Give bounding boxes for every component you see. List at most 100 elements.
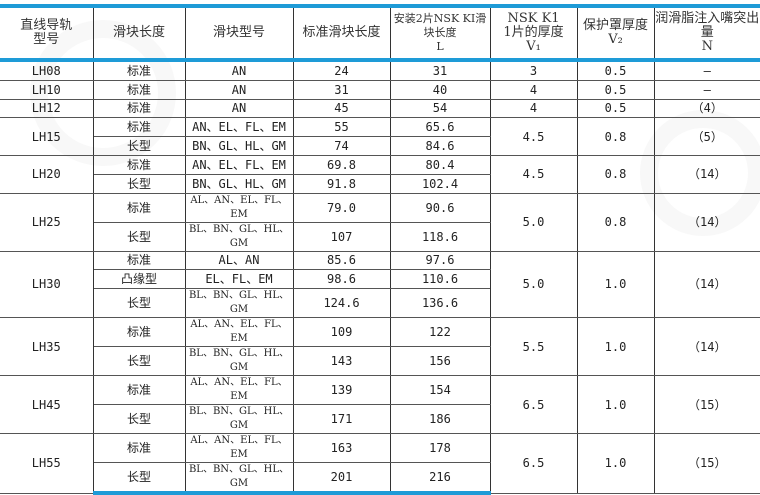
table-row: 长型 BL、BN、GL、HL、GM 107 118.6 <box>0 222 760 252</box>
header-V1-label2: 1片的厚度 <box>503 25 564 40</box>
n-cell: （14） <box>653 193 760 252</box>
table-row: LH35 标准 AL、AN、EL、FL、EM 109 122 5.5 1.0 （14） <box>0 317 760 377</box>
length-L-cell: 80.4 <box>389 155 491 175</box>
v2-cell: 0.8 <box>576 193 655 252</box>
model-cell: AN <box>184 80 294 100</box>
v2-cell: 0.5 <box>576 80 655 100</box>
length-type-cell: 长型 <box>93 346 186 377</box>
length-L-cell: 110.6 <box>389 269 490 290</box>
n-cell: （14） <box>653 251 760 319</box>
table-row: LH25 标准 AL、AN、EL、FL、EM 79.0 90.6 5.0 0.8 （14） <box>0 193 760 252</box>
header-std-length: 标准滑块长度 <box>292 6 391 62</box>
length-L-cell: 40 <box>389 80 491 100</box>
std-length-cell: 143 <box>292 346 391 377</box>
model-cell: AN、EL、FL、EM <box>184 155 294 175</box>
table-row: LH08 标准 AN 24 31 3 0.5– <box>0 60 760 81</box>
std-length-cell: 124.6 <box>292 288 391 319</box>
model-cell: BL、BN、GL、HL、GM <box>184 346 294 377</box>
header-N-symbol: N <box>701 39 713 54</box>
header-L-symbol: L <box>436 40 444 53</box>
model-cell: BL、BN、GL、HL、GM <box>184 288 294 319</box>
header-V2: 保护罩厚度 V₂ <box>576 6 655 62</box>
header-V2-label: 保护罩厚度 <box>582 18 648 33</box>
std-length-cell: 31 <box>292 80 391 100</box>
std-length-cell: 201 <box>292 462 391 495</box>
std-length-cell: 98.6 <box>292 269 391 290</box>
n-cell: （15） <box>653 433 760 494</box>
length-type-cell: 标准 <box>92 60 186 81</box>
length-L-cell: 156 <box>389 346 490 377</box>
model-cell: AL、AN <box>184 251 294 271</box>
table-row: 长型 BL、BN、GL、HL、GM 124.6 136.6 <box>0 288 760 319</box>
v1-cell: 5.0 <box>489 251 578 319</box>
header-row: 直线导轨型号 滑块长度 滑块型号 标准滑块长度 安装2片NSK KI滑块长度 L … <box>0 6 760 62</box>
n-cell: （14） <box>653 317 760 377</box>
model-cell: AL、AN、EL、FL、EM <box>184 433 294 464</box>
std-length-cell: 55 <box>292 117 391 138</box>
header-rail: 直线导轨型号 <box>0 6 94 62</box>
model-cell: BL、BN、GL、HL、GM <box>184 222 294 252</box>
length-type-cell: 长型 <box>93 462 186 495</box>
header-L-label: 安装2片NSK KI滑块长度 <box>393 12 487 39</box>
table-row: LH12 标准 AN 45 54 4 0.5 （4） <box>0 99 760 119</box>
table-row: LH45 标准 AL、AN、EL、FL、EM 139 154 6.5 1.0 （15） <box>0 375 760 435</box>
table-row: LH55 标准 AL、AN、EL、FL、EM 163 178 6.5 1.0 （15） <box>0 433 760 494</box>
model-cell: BL、BN、GL、HL、GM <box>184 462 294 495</box>
length-type-cell: 标准 <box>92 193 186 223</box>
rail-cell: LH35 <box>0 317 94 377</box>
length-type-cell: 长型 <box>93 404 186 435</box>
model-cell: AL、AN、EL、FL、EM <box>184 317 294 348</box>
v1-cell: 4 <box>489 80 578 100</box>
length-L-cell: 54 <box>389 99 491 119</box>
v2-cell: 1.0 <box>576 433 655 494</box>
v1-cell: 4 <box>489 99 578 119</box>
std-length-cell: 109 <box>292 317 391 348</box>
header-length-type: 滑块长度 <box>92 6 186 62</box>
length-L-cell: 31 <box>389 60 491 81</box>
std-length-cell: 163 <box>292 433 391 464</box>
length-type-cell: 标准 <box>92 375 186 406</box>
v2-cell: 1.0 <box>576 317 655 377</box>
model-cell: BL、BN、GL、HL、GM <box>184 404 294 435</box>
header-V1-symbol: V₁ <box>526 39 541 54</box>
length-type-cell: 长型 <box>93 136 186 156</box>
length-type-cell: 标准 <box>92 117 186 138</box>
rail-cell: LH55 <box>0 433 94 494</box>
n-cell: （4） <box>653 99 760 119</box>
n-cell: （14） <box>653 155 760 194</box>
length-L-cell: 90.6 <box>389 193 491 223</box>
length-L-cell: 136.6 <box>389 288 490 319</box>
model-cell: AN <box>184 60 294 81</box>
length-type-cell: 标准 <box>92 317 186 348</box>
v2-cell: 0.5 <box>576 99 655 119</box>
table-row: LH10 标准 AN 31 40 4 0.5– <box>0 80 760 100</box>
v1-cell: 6.5 <box>489 375 578 435</box>
header-N: 润滑脂注入嘴突出量 N <box>653 6 760 62</box>
length-L-cell: 102.4 <box>389 174 490 194</box>
std-length-cell: 74 <box>292 136 391 156</box>
table-row: 长型 BN、GL、HL、GM 74 84.6 <box>0 136 760 156</box>
rail-cell: LH08 <box>0 60 94 81</box>
n-cell: – <box>653 60 760 81</box>
model-cell: AN、EL、FL、EM <box>184 117 294 138</box>
v2-cell: 0.8 <box>576 155 655 194</box>
length-L-cell: 65.6 <box>389 117 491 138</box>
model-cell: BN、GL、HL、GM <box>184 136 294 156</box>
length-type-cell: 标准 <box>92 155 186 175</box>
length-L-cell: 122 <box>389 317 491 348</box>
std-length-cell: 45 <box>292 99 391 119</box>
length-type-cell: 标准 <box>92 251 186 271</box>
table-row: 长型 BL、BN、GL、HL、GM 143 156 <box>0 346 760 377</box>
length-L-cell: 186 <box>389 404 490 435</box>
model-cell: EL、FL、EM <box>184 269 294 290</box>
std-length-cell: 85.6 <box>292 251 391 271</box>
v2-cell: 1.0 <box>576 251 655 319</box>
std-length-cell: 91.8 <box>292 174 391 194</box>
header-V1: NSK K1 1片的厚度 V₁ <box>489 6 578 62</box>
length-L-cell: 97.6 <box>389 251 491 271</box>
header-V2-symbol: V₂ <box>608 32 623 47</box>
length-type-cell: 长型 <box>93 288 186 319</box>
v2-cell: 1.0 <box>576 375 655 435</box>
v1-cell: 3 <box>489 60 578 81</box>
n-cell: （5） <box>653 117 760 156</box>
